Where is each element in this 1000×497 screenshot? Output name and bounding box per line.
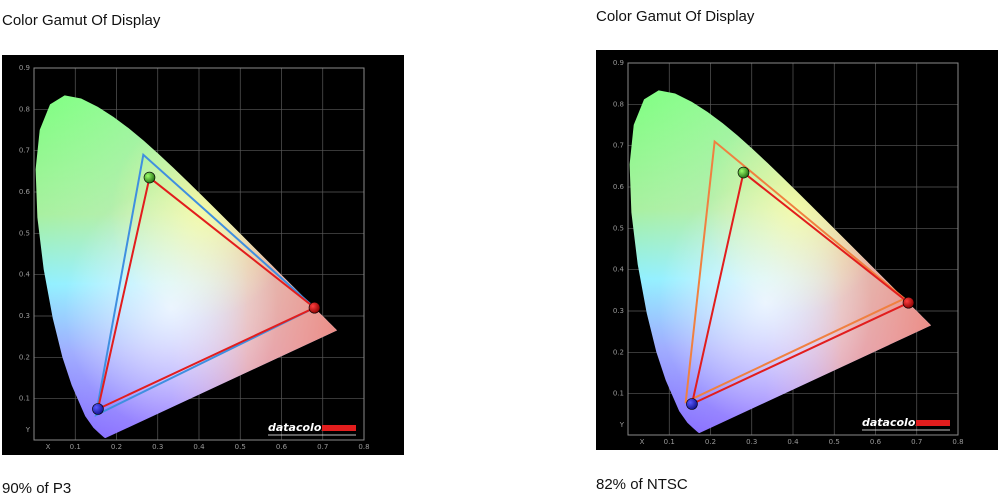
- y-tick-label: 0.5: [19, 229, 30, 237]
- chart-title: Color Gamut Of Display: [2, 12, 161, 29]
- x-tick-label: 0.1: [70, 443, 81, 451]
- chart-title: Color Gamut Of Display: [596, 8, 755, 25]
- y-tick-label: 0.8: [19, 105, 30, 113]
- blue-primary-point: [686, 398, 698, 410]
- y-tick-label: 0.4: [19, 271, 31, 279]
- x-tick-label: 0.5: [235, 443, 246, 451]
- spectral-locus: [35, 95, 338, 439]
- x-tick-label: 0.8: [952, 438, 963, 446]
- datacolor-logo: datacolor: [862, 416, 950, 431]
- y-tick-label: 0.9: [613, 59, 624, 67]
- x-tick-label: 0.3: [746, 438, 757, 446]
- green-primary-point: [143, 171, 156, 184]
- x-tick-label: 0.6: [276, 443, 288, 451]
- x-axis-label: X: [640, 438, 645, 446]
- reference-gamut-triangle: [684, 139, 907, 404]
- chart-caption: 90% of P3: [2, 480, 72, 497]
- x-tick-label: 0.6: [870, 438, 882, 446]
- x-tick-label: 0.2: [705, 438, 716, 446]
- y-tick-label: 0.2: [613, 348, 624, 356]
- svg-text:datacolor: datacolor: [862, 416, 921, 429]
- x-tick-label: 0.3: [152, 443, 163, 451]
- chart-caption: 82% of NTSC: [596, 476, 688, 493]
- x-axis-label: X: [46, 443, 51, 451]
- y-tick-label: 0.5: [613, 224, 624, 232]
- x-tick-label: 0.7: [911, 438, 922, 446]
- blue-primary-point: [92, 403, 104, 415]
- y-tick-label: 0.6: [19, 188, 31, 196]
- y-tick-label: 0.7: [613, 142, 624, 150]
- y-tick-label: 0.4: [613, 266, 625, 274]
- datacolor-logo: datacolor: [268, 421, 356, 436]
- y-tick-label: 0.7: [19, 147, 30, 155]
- spectral-locus: [629, 90, 932, 434]
- y-tick-label: 0.3: [613, 307, 624, 315]
- x-tick-label: 0.8: [358, 443, 369, 451]
- svg-text:datacolor: datacolor: [268, 421, 327, 434]
- y-tick-label: 0.1: [613, 390, 624, 398]
- y-tick-label: 0.3: [19, 312, 30, 320]
- x-tick-label: 0.4: [787, 438, 799, 446]
- y-tick-label: 0.9: [19, 64, 30, 72]
- x-tick-label: 0.5: [829, 438, 840, 446]
- plot-frame: [33, 67, 365, 441]
- plot-frame: [627, 62, 959, 436]
- y-tick-label: 0.8: [613, 100, 624, 108]
- x-tick-label: 0.1: [664, 438, 675, 446]
- red-primary-point: [902, 296, 915, 309]
- y-axis-label: Y: [619, 421, 625, 429]
- y-tick-label: 0.6: [613, 183, 625, 191]
- y-axis-label: Y: [25, 426, 31, 434]
- y-tick-label: 0.2: [19, 353, 30, 361]
- x-tick-label: 0.2: [111, 443, 122, 451]
- red-primary-point: [308, 301, 321, 314]
- y-tick-label: 0.1: [19, 395, 30, 403]
- gamut-plot: 0.1 0.2 0.3 0.4 0.5 0.6 0.7 0.8 0.1 0.2 0.3 0.4 0.5 0…: [596, 50, 998, 450]
- x-tick-label: 0.7: [317, 443, 328, 451]
- gamut-plot: 0.1 0.2 0.3 0.4 0.5 0.6 0.7 0.8 0.1 0.2 0.3 0.4 0.5 0…: [2, 55, 404, 455]
- reference-gamut-triangle: [94, 152, 317, 417]
- x-tick-label: 0.4: [193, 443, 205, 451]
- measured-gamut-triangle: [96, 175, 317, 411]
- green-primary-point: [737, 166, 750, 179]
- measured-gamut-triangle: [690, 170, 911, 406]
